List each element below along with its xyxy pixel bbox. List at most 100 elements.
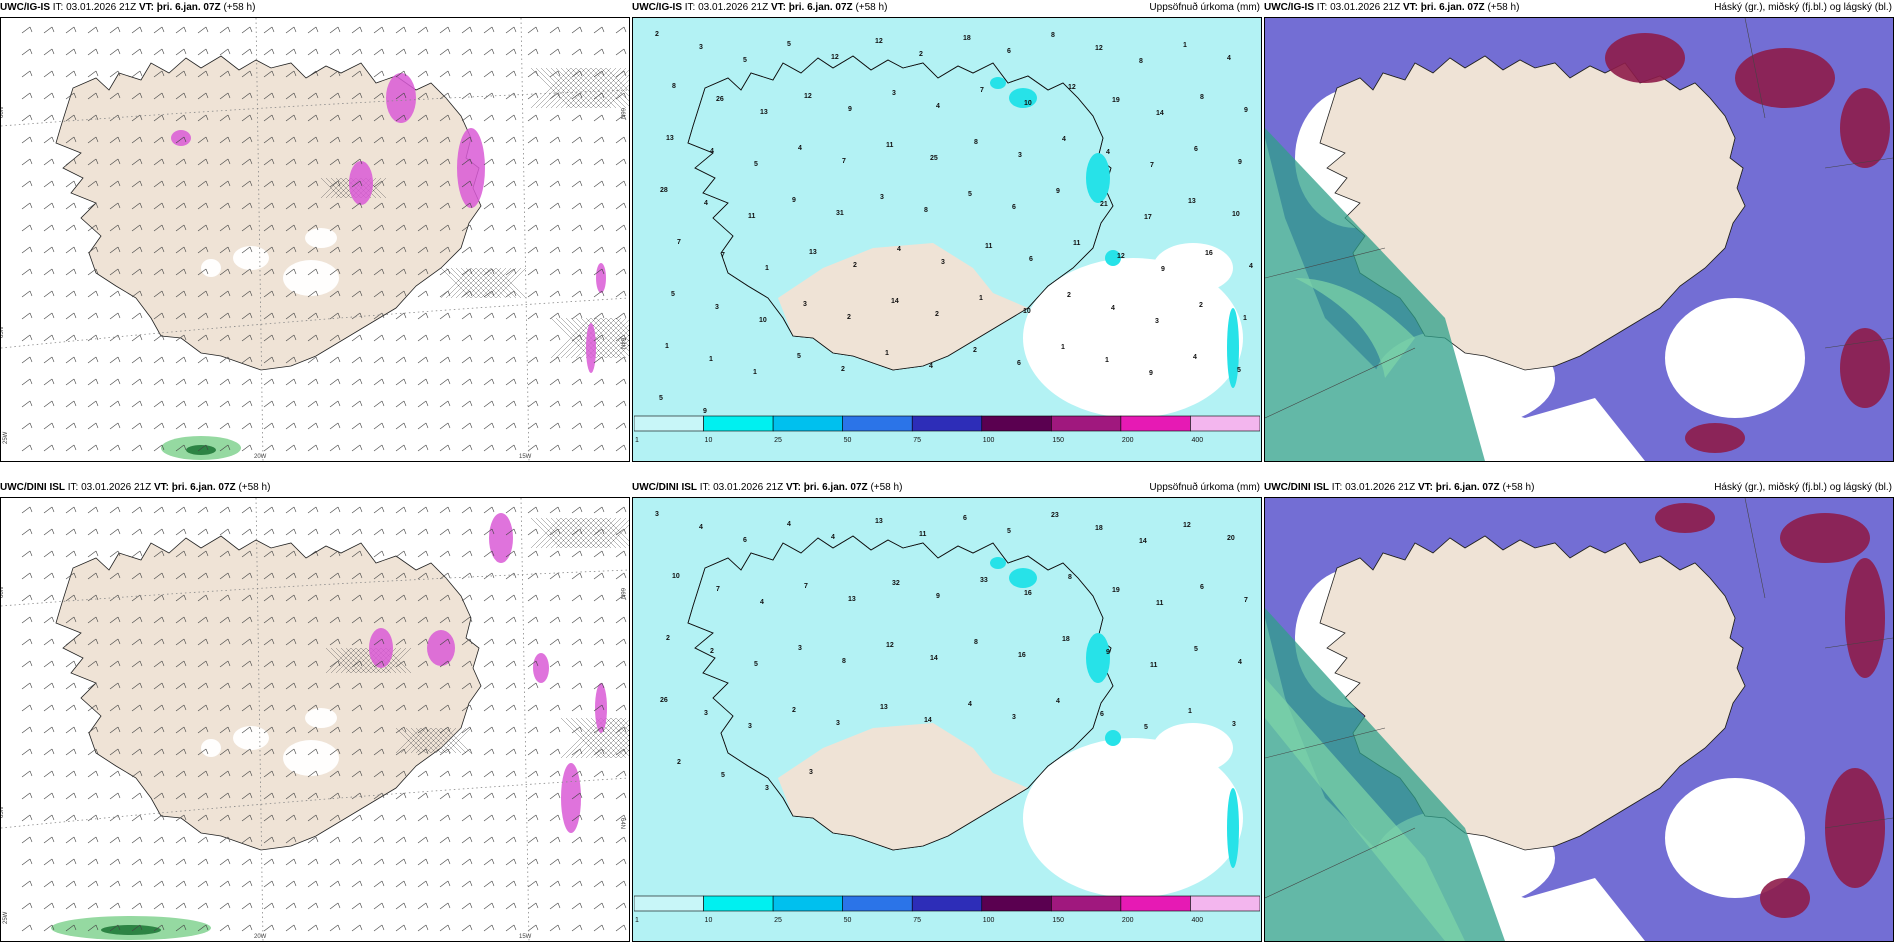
precip-value: 1 (885, 350, 889, 357)
precip-value: 7 (980, 87, 984, 94)
precip-max (1105, 730, 1121, 746)
colorbar-swatch (981, 415, 1052, 432)
model-name: UWC/DINI ISL (632, 482, 697, 493)
lead-time: (+58 h) (1502, 482, 1535, 493)
model-name: UWC/IG-IS (0, 2, 50, 13)
precip-value: 6 (1029, 256, 1033, 263)
colorbar-swatch (703, 415, 774, 432)
precip-value: 2 (847, 314, 851, 321)
precip-value: 4 (798, 145, 802, 152)
precip-value: 5 (659, 395, 663, 402)
colorbar-tick: 50 (844, 917, 852, 924)
precip-value: 3 (892, 90, 896, 97)
precip-value: 3 (798, 645, 802, 652)
map-view[interactable] (1264, 497, 1894, 942)
precip-value: 1 (753, 369, 757, 376)
precip-value: 5 (721, 772, 725, 779)
precip-value: 5 (1237, 367, 1241, 374)
graticule-label: 20W (254, 934, 267, 940)
no-precip-area (1153, 243, 1233, 293)
precip-value: 8 (974, 139, 978, 146)
precip-value: 2 (841, 366, 845, 373)
panel-ig-is-precip: UWC/IG-IS IT: 03.01.2026 21Z VT: þri. 6.… (632, 0, 1262, 462)
precip-value: 8 (1068, 574, 1072, 581)
colorbar-swatch (1120, 895, 1191, 912)
precip-value: 8 (1051, 32, 1055, 39)
colorbar-tick: 400 (1191, 917, 1203, 924)
precip-value: 2 (677, 759, 681, 766)
colorbar-swatch (772, 415, 843, 432)
map-view[interactable]: 2 3 5 5 12 12 2 18 6 8 12 8 1 4 8 26 13 12 9 3 4 7 10 12 19 14 8 9 1… (632, 17, 1262, 462)
glacier-patch (283, 740, 339, 776)
map-view[interactable]: 66N 65N 66N 20W 15W 64N 25W (0, 497, 630, 942)
precip-value: 12 (1117, 253, 1125, 260)
mid-cloud (1840, 88, 1890, 168)
graticule (1, 498, 629, 941)
glacier-patch (305, 228, 337, 248)
precip-value: 16 (1205, 250, 1213, 257)
colorbar-tick: 10 (705, 437, 713, 444)
colorbar-tick: 50 (844, 437, 852, 444)
precip-value: 3 (699, 44, 703, 51)
precip-value: 12 (831, 54, 839, 61)
lead-time: (+58 h) (870, 482, 903, 493)
precip-value: 19 (1112, 587, 1120, 594)
precip-value: 7 (1150, 162, 1154, 169)
precip-value: 9 (792, 197, 796, 204)
valid-time: þri. 6.jan. 07Z (803, 482, 868, 493)
precip-value: 28 (660, 187, 668, 194)
graticule-label: 20W (254, 454, 267, 460)
colorbar-tick: 200 (1122, 437, 1134, 444)
precip-value: 13 (809, 249, 817, 256)
panel-ig-is-wind: UWC/IG-IS IT: 03.01.2026 21Z VT: þri. 6.… (0, 0, 630, 462)
colorbar-tick: 100 (983, 917, 995, 924)
precip-value: 3 (836, 720, 840, 727)
precip-value: 31 (836, 210, 844, 217)
precip-value: 3 (655, 511, 659, 518)
valid-time: þri. 6.jan. 07Z (156, 2, 221, 13)
map-canvas: 66N 65N 66N 20W 15W 64N 25W (1, 498, 629, 941)
precip-value: 8 (974, 639, 978, 646)
precip-value: 4 (1249, 263, 1253, 270)
precip-value: 13 (760, 109, 768, 116)
precip-value: 1 (1061, 344, 1065, 351)
precip-value: 4 (787, 521, 791, 528)
model-name: UWC/IG-IS (1264, 2, 1314, 13)
temperature-patch (595, 683, 607, 733)
model-name: UWC/DINI ISL (0, 482, 65, 493)
it-label: IT: (1316, 2, 1328, 13)
precip-value: 10 (1232, 211, 1240, 218)
colorbar-swatch (981, 895, 1052, 912)
precip-value: 1 (665, 343, 669, 350)
init-time: 03.01.2026 21Z (713, 482, 784, 493)
precip-value: 6 (1194, 146, 1198, 153)
colorbar-swatch (842, 895, 913, 912)
panel-header: UWC/DINI ISL IT: 03.01.2026 21Z VT: þri.… (0, 480, 630, 500)
precip-value: 3 (1018, 152, 1022, 159)
precip-value: 3 (715, 304, 719, 311)
vt-label: VT: (770, 2, 786, 13)
vt-label: VT: (1402, 2, 1418, 13)
precip-value: 25 (930, 155, 938, 162)
precip-value: 1 (765, 265, 769, 272)
colorbar-swatch (1120, 415, 1191, 432)
temperature-patch (369, 628, 393, 668)
it-label: IT: (684, 2, 696, 13)
precip-value: 4 (1106, 149, 1110, 156)
dry-land-south (778, 723, 1028, 850)
graticule-label: 66N (1, 107, 5, 118)
colorbar-tick: 200 (1122, 917, 1134, 924)
precip-value: 7 (804, 583, 808, 590)
map-view[interactable] (1264, 17, 1894, 462)
precip-value: 4 (760, 599, 764, 606)
precip-max (1009, 88, 1037, 108)
precip-value: 8 (672, 83, 676, 90)
map-view[interactable]: 3 4 6 4 4 13 11 6 5 23 18 14 12 20 10 7 4 7 13 32 9 33 16 8 19 11… (632, 497, 1262, 942)
map-canvas: 66N 65N 66N 20W 15W 64N 25W (1, 18, 629, 461)
map-view[interactable]: 66N 65N 66N 20W 15W 64N 25W (0, 17, 630, 462)
precip-value: 4 (1193, 354, 1197, 361)
precip-value: 4 (831, 534, 835, 541)
init-time: 03.01.2026 21Z (698, 2, 769, 13)
precip-value: 2 (973, 347, 977, 354)
wind-barbs (21, 506, 627, 932)
